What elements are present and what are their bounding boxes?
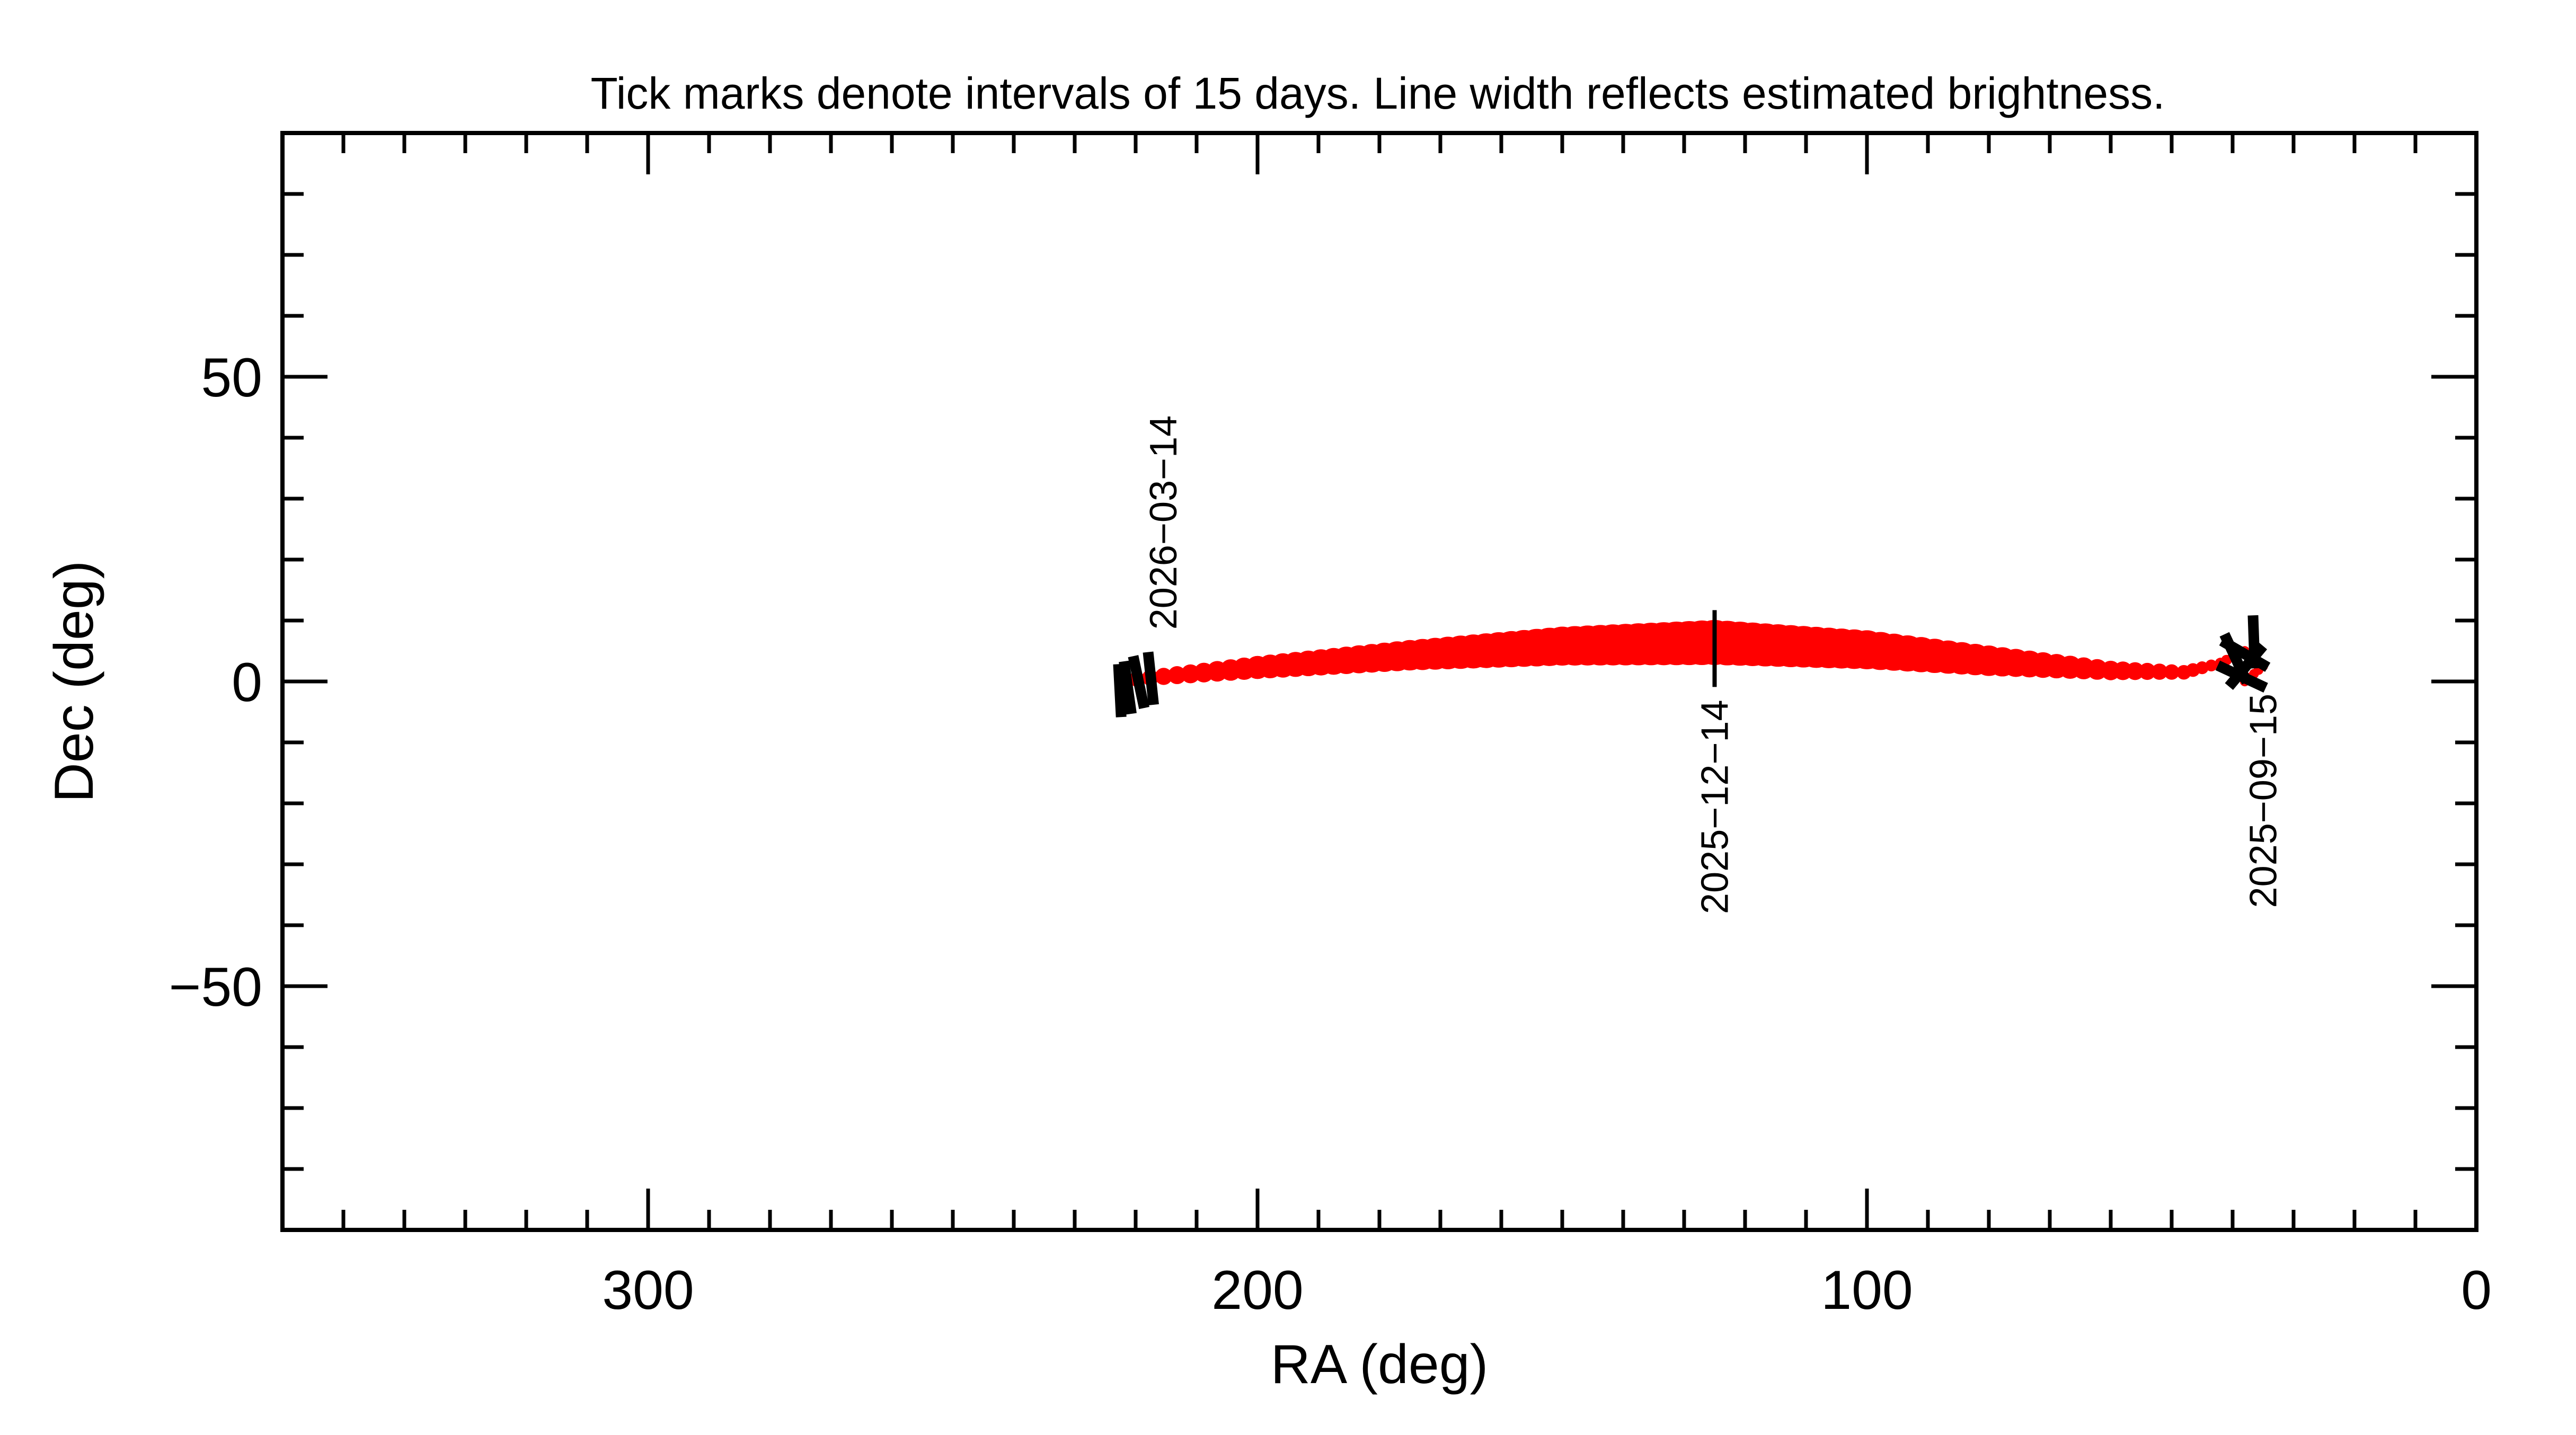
interval-tick-mark [1128,655,1149,710]
y-tick-label: 50 [201,347,262,409]
y-tick-label: 0 [232,652,262,713]
axes: 300 200 100 0 50 0 −50 [169,131,2492,1321]
x-tick-label: 300 [602,1260,694,1321]
date-label: 2025−09−15 [2243,694,2285,908]
x-axis-label: RA (deg) [1271,1334,1488,1395]
y-tick-label: −50 [169,956,262,1018]
track-segment [1155,668,1173,685]
x-tick-label: 200 [1211,1260,1304,1321]
track-segment [2176,665,2191,680]
date-label: 2025−12−14 [1694,700,1737,914]
interval-tick-mark [1119,660,1137,715]
chart-title: Tick marks denote intervals of 15 days. … [591,68,2165,118]
y-axis-label: Dec (deg) [43,561,105,803]
x-tick-label: 100 [1821,1260,1913,1321]
track-segment [1181,664,1200,684]
plot-frame [280,131,2478,1232]
track-segment [1168,666,1187,685]
brightness-track [1116,619,2268,688]
interval-tick-mark [1113,663,1127,718]
x-tick-label: 0 [2461,1260,2492,1321]
date-label: 2026−03−14 [1143,415,1185,630]
track-segment [2151,663,2168,680]
interval-tick-mark [2219,636,2271,672]
interval-tick-marks [1113,610,2271,718]
date-annotations: 2026−03−14 2025−12−14 2025−09−15 [1143,415,2285,914]
interval-tick-mark [2247,615,2260,669]
track-segment [2164,664,2180,680]
interval-tick-mark [1143,651,1159,706]
